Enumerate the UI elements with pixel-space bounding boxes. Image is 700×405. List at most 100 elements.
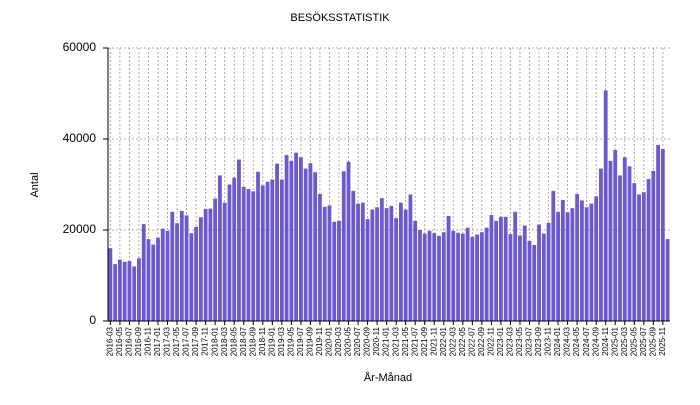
- x-tick-label: 2019-09: [306, 326, 315, 356]
- bar: [279, 179, 284, 321]
- x-tick-label: 2025-07: [639, 326, 648, 356]
- bar: [318, 194, 322, 321]
- bar: [475, 234, 480, 321]
- x-tick-label: 2020-01: [325, 326, 334, 356]
- bar: [422, 233, 427, 321]
- bar: [437, 235, 441, 321]
- bar: [432, 233, 437, 321]
- bar: [499, 216, 503, 321]
- bar: [313, 172, 318, 321]
- bar: [451, 230, 456, 321]
- x-tick-label: 2018-03: [220, 326, 229, 356]
- bar: [665, 239, 670, 321]
- bar: [394, 218, 399, 321]
- x-tick-label: 2021-07: [410, 326, 419, 356]
- x-tick-label: 2022-03: [448, 326, 457, 356]
- y-tick-label: 0: [89, 313, 96, 327]
- x-tick-label: 2016-07: [125, 326, 134, 356]
- bar: [632, 183, 637, 321]
- bar: [565, 212, 570, 321]
- x-tick-label: 2023-11: [544, 326, 553, 355]
- bar: [141, 224, 146, 321]
- bar: [503, 216, 508, 321]
- bar: [146, 239, 151, 321]
- x-tick-label: 2017-11: [201, 326, 210, 355]
- bar: [418, 230, 422, 321]
- bar: [122, 261, 127, 321]
- bar: [446, 215, 451, 321]
- x-tick-label: 2025-09: [648, 326, 657, 356]
- bar: [637, 194, 641, 321]
- chart-title: BESÖKSSTATISTIK: [290, 12, 390, 24]
- bar: [570, 208, 575, 321]
- bar: [351, 190, 356, 321]
- x-tick-label: 2025-01: [610, 326, 619, 356]
- bar: [156, 237, 160, 321]
- x-tick-label: 2016-05: [115, 326, 124, 356]
- x-tick-label: 2024-05: [572, 326, 581, 356]
- bar: [284, 154, 289, 321]
- x-tick-label: 2017-09: [191, 326, 200, 356]
- x-tick-label: 2024-07: [582, 326, 591, 356]
- bar: [227, 184, 232, 321]
- bar: [427, 230, 432, 321]
- x-tick-label: 2024-09: [591, 326, 600, 356]
- bar: [203, 209, 208, 321]
- bar: [365, 219, 370, 321]
- bar: [137, 258, 141, 321]
- bar: [484, 227, 489, 321]
- x-tick-label: 2020-05: [344, 326, 353, 356]
- bar: [108, 248, 113, 321]
- bar: [403, 209, 408, 321]
- x-tick-label: 2017-01: [153, 326, 162, 356]
- x-tick-label: 2022-07: [467, 326, 476, 356]
- x-tick-label: 2025-03: [620, 326, 629, 356]
- bar: [213, 198, 218, 321]
- bar: [151, 244, 156, 321]
- bar: [546, 222, 551, 321]
- bar: [184, 215, 189, 321]
- bar: [389, 205, 394, 321]
- bar: [198, 217, 203, 321]
- bar: [641, 192, 646, 321]
- x-tick-label: 2022-09: [477, 326, 486, 356]
- bar: [237, 159, 241, 321]
- bar: [618, 175, 622, 321]
- x-tick-label: 2017-05: [172, 326, 181, 356]
- bar: [322, 206, 327, 321]
- bar: [470, 236, 475, 321]
- x-tick-label: 2023-05: [515, 326, 524, 356]
- x-tick-label: 2023-01: [496, 326, 505, 356]
- bar: [375, 207, 379, 321]
- bar: [579, 200, 584, 321]
- bar: [265, 181, 270, 321]
- bar: [175, 223, 179, 321]
- bar: [441, 232, 446, 321]
- bar: [294, 152, 299, 321]
- bar: [522, 225, 527, 321]
- bar: [384, 208, 389, 321]
- bar: [627, 166, 632, 321]
- x-tick-label: 2018-07: [239, 326, 248, 356]
- x-tick-label: 2019-01: [267, 326, 276, 356]
- bar: [289, 160, 294, 321]
- x-tick-label: 2023-07: [525, 326, 534, 356]
- bar: [413, 220, 418, 321]
- bar: [127, 260, 132, 321]
- bar: [537, 224, 541, 321]
- bar: [479, 232, 484, 321]
- bar: [646, 179, 651, 321]
- x-tick-label: 2020-03: [334, 326, 343, 356]
- bar: [165, 230, 170, 321]
- y-tick-label: 40000: [63, 131, 97, 145]
- bar: [518, 235, 522, 321]
- x-tick-label: 2024-11: [601, 326, 610, 355]
- x-tick-label: 2016-09: [134, 326, 143, 356]
- x-tick-label: 2020-11: [372, 326, 381, 355]
- bar: [460, 233, 465, 321]
- bar: [246, 189, 251, 321]
- bar: [584, 207, 589, 321]
- x-tick-label: 2021-09: [420, 326, 429, 356]
- x-tick-label: 2020-07: [353, 326, 362, 356]
